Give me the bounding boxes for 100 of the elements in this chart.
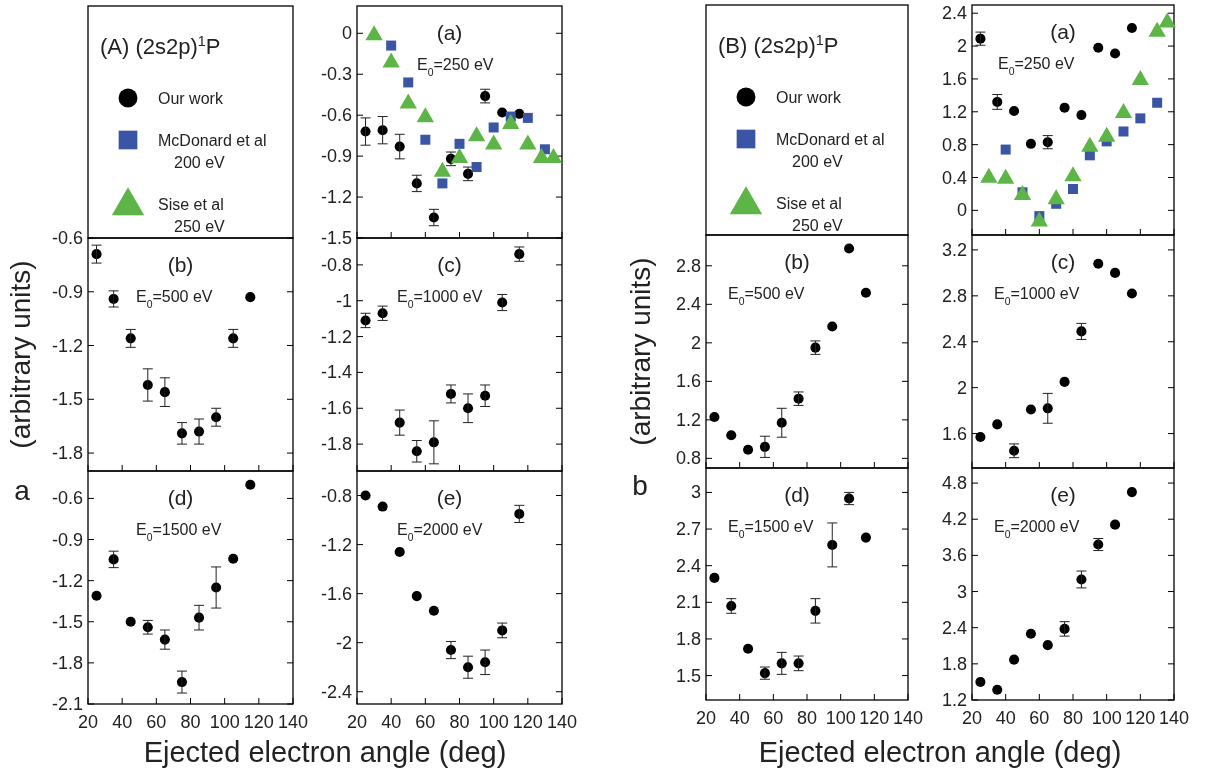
y-tick-label: 0.8 <box>675 448 701 469</box>
point <box>502 114 520 129</box>
y-tick-label: 3 <box>690 482 701 503</box>
y-tick-label: 1.6 <box>941 68 967 89</box>
point <box>1152 97 1163 108</box>
x-tick-label: 60 <box>763 708 784 728</box>
y-tick-label: -1.8 <box>51 652 83 673</box>
point <box>726 430 737 441</box>
point <box>992 419 1003 430</box>
point <box>1131 70 1149 86</box>
x-tick-label: 60 <box>415 712 436 732</box>
y-tick-label: -0.6 <box>51 228 83 248</box>
x-tick-label: 100 <box>478 712 509 732</box>
point <box>1118 126 1129 137</box>
point <box>519 134 537 150</box>
point <box>827 321 838 332</box>
y-tick-label: 1.2 <box>941 101 967 122</box>
point <box>416 107 434 123</box>
x-tick-label: 120 <box>1125 708 1156 728</box>
point <box>125 616 136 627</box>
x-tick-label: 140 <box>1158 708 1190 728</box>
x-tick-label: 60 <box>146 712 167 732</box>
point <box>1126 487 1137 498</box>
point <box>975 676 986 687</box>
y-tick-label: -1.5 <box>51 611 83 632</box>
y-tick-label: 4.8 <box>941 473 967 494</box>
x-tick-label: 80 <box>1062 708 1084 728</box>
point <box>522 112 533 123</box>
x-tick-label: 80 <box>180 712 201 732</box>
y-tick-label: -1.2 <box>51 570 83 591</box>
point <box>1076 110 1087 121</box>
point <box>437 178 448 189</box>
y-tick-label: -2 <box>335 632 352 653</box>
point <box>485 134 503 150</box>
y-tick-label: -0.6 <box>51 488 83 509</box>
x-tick-label: 40 <box>995 708 1016 728</box>
y-tick-label: -1.6 <box>320 583 352 604</box>
text: (d) <box>167 486 194 509</box>
y-tick-label: 0.4 <box>941 167 967 188</box>
x-tick-label: 120 <box>243 712 274 732</box>
x-tick-label: 100 <box>209 712 240 732</box>
point <box>91 590 102 601</box>
point <box>365 25 383 41</box>
text: E$_{0}$=1000 eV <box>994 285 1080 307</box>
point <box>377 501 388 512</box>
x-tick-label: 40 <box>729 708 750 728</box>
text: E$_{0}$=2000 eV <box>994 518 1080 540</box>
point <box>1013 185 1032 201</box>
x-tick-label: 20 <box>961 708 983 728</box>
y-tick-label: -1.8 <box>51 443 83 464</box>
y-tick-label: -1.2 <box>320 187 352 208</box>
point <box>1158 12 1176 28</box>
y-tick-label: 1.5 <box>675 665 701 686</box>
legend-title: (B) (2s2p)$^{1}$P <box>718 32 839 58</box>
y-tick-label: 4.2 <box>941 509 967 530</box>
y-tick-label: -1 <box>335 290 352 311</box>
y-tick-label: -0.9 <box>320 146 352 167</box>
point <box>1126 22 1137 34</box>
y-tick-label: 2.4 <box>675 555 701 576</box>
text: E$_{0}$=1500 eV <box>728 518 814 540</box>
legend-label: Our work <box>158 90 224 107</box>
point <box>382 52 400 68</box>
x-tick-label: 140 <box>277 712 309 732</box>
text: (a) <box>1050 20 1076 43</box>
text: (e) <box>1050 483 1076 506</box>
y-tick-label: -1.5 <box>51 389 83 410</box>
point <box>1110 519 1121 530</box>
text: (a) <box>436 21 463 44</box>
point <box>1000 144 1011 155</box>
y-tick-label: -1.2 <box>320 326 352 347</box>
x-tick-label: 40 <box>381 712 402 732</box>
x-tick-label: 60 <box>1029 708 1050 728</box>
x-tick-label: 120 <box>512 712 543 732</box>
point <box>245 479 256 490</box>
legend-label: McDonard et al 200 eV <box>776 131 885 170</box>
y-tick-label: 2 <box>956 377 967 398</box>
y-tick-label: 3.2 <box>941 239 967 260</box>
y-tick-label: 1.8 <box>675 628 701 649</box>
point <box>743 444 754 455</box>
y-tick-label: 0.8 <box>941 134 967 155</box>
y-tick-label: 2.1 <box>675 592 701 613</box>
legend-label: Our work <box>776 89 842 106</box>
point <box>1126 288 1137 299</box>
point <box>1047 189 1065 205</box>
point <box>1025 404 1036 415</box>
x-axis-title: Ejected electron angle (deg) <box>758 736 1122 768</box>
point <box>1009 654 1020 665</box>
point <box>403 77 414 88</box>
point <box>360 490 371 501</box>
point <box>228 553 239 564</box>
point <box>1148 21 1166 37</box>
point <box>1098 126 1116 142</box>
y-tick-label: -0.8 <box>320 485 352 506</box>
text: E$_{0}$=500 eV <box>728 285 805 307</box>
y-tick-label: 1.6 <box>941 423 967 444</box>
point <box>411 591 422 602</box>
point <box>844 243 855 254</box>
y-tick-label: -1.8 <box>320 434 352 455</box>
y-tick-label: 0 <box>956 200 967 221</box>
point <box>1025 138 1036 149</box>
